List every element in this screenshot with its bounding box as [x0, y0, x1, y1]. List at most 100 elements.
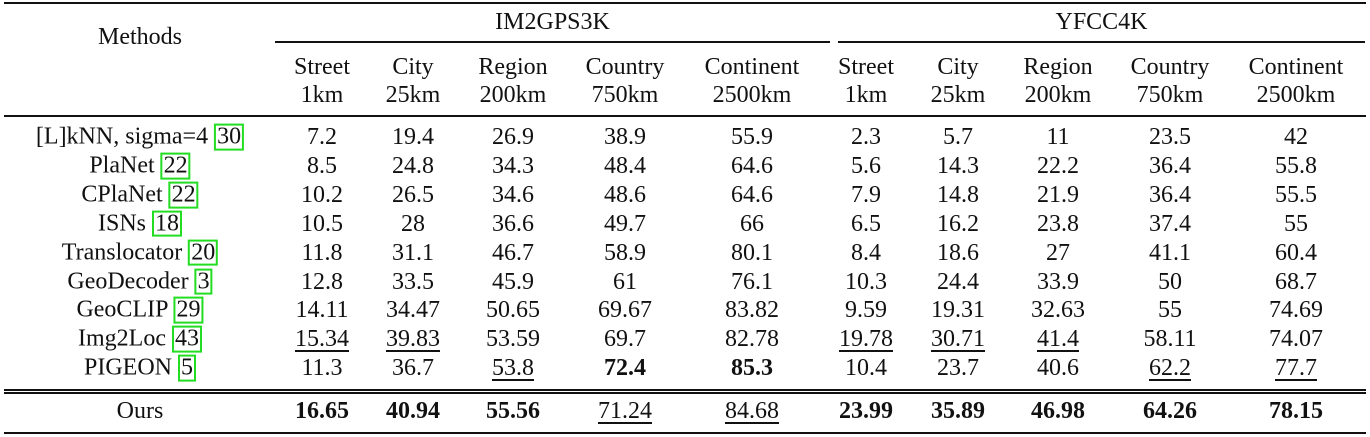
method-name: Translocator	[61, 239, 183, 266]
value-cell: 58.11	[1143, 326, 1197, 353]
value-cell: 77.7	[1275, 355, 1317, 382]
value-cell: 46.98	[1031, 398, 1085, 424]
value-cell: 9.59	[845, 297, 887, 324]
value-cell: 7.9	[851, 181, 881, 208]
method-name: PlaNet	[89, 152, 155, 179]
value-cell: 14.11	[295, 297, 349, 324]
method-name: [L]kNN, sigma=4	[35, 123, 209, 150]
method-name: ISNs	[97, 210, 147, 237]
value-cell: 80.1	[731, 239, 773, 266]
value-cell: 15.34	[295, 326, 349, 353]
value-cell: 55	[1284, 210, 1308, 237]
value-cell: 14.8	[937, 181, 979, 208]
value-cell: 55.5	[1275, 181, 1317, 208]
value-cell: 2.3	[851, 124, 881, 150]
value-cell: 46.7	[492, 239, 534, 266]
value-cell: 23.5	[1149, 124, 1191, 150]
method-name: GeoCLIP	[76, 296, 168, 323]
column-header: 750km	[591, 82, 659, 108]
value-cell: 24.4	[937, 268, 979, 295]
citation: 18	[152, 210, 183, 238]
value-cell: 45.9	[492, 268, 534, 295]
column-header: 1km	[300, 82, 344, 108]
column-header: Street	[294, 54, 350, 80]
method-cell: GeoCLIP 29	[76, 296, 204, 324]
value-cell: 64.26	[1143, 398, 1197, 424]
separator-rule	[4, 392, 1366, 394]
value-cell: 42	[1284, 124, 1308, 150]
value-cell: 36.7	[392, 355, 434, 382]
method-cell: Ours	[117, 399, 164, 423]
value-cell: 48.4	[604, 152, 646, 179]
value-cell: 48.6	[604, 181, 646, 208]
column-header: 2500km	[1256, 82, 1336, 108]
value-cell: 74.07	[1269, 326, 1323, 353]
citation: 43	[171, 325, 202, 353]
method-name: Img2Loc	[78, 325, 166, 352]
value-cell: 36.6	[492, 210, 534, 237]
column-header: City	[937, 54, 979, 80]
value-cell: 71.24	[598, 398, 652, 424]
value-cell: 55.9	[731, 124, 773, 150]
value-cell: 28	[401, 210, 425, 237]
value-cell: 50	[1158, 268, 1182, 295]
value-cell: 62.2	[1149, 355, 1191, 382]
method-cell: GeoDecoder 3	[67, 268, 213, 295]
value-cell: 23.99	[839, 398, 893, 424]
value-cell: 55	[1158, 297, 1182, 324]
value-cell: 76.1	[731, 268, 773, 295]
value-cell: 55.56	[486, 398, 540, 424]
value-cell: 69.67	[598, 297, 652, 324]
value-cell: 66	[740, 210, 764, 237]
group-header: YFCC4K	[1055, 9, 1148, 35]
column-header: 750km	[1136, 82, 1204, 108]
value-cell: 34.47	[386, 297, 440, 324]
value-cell: 37.4	[1149, 210, 1191, 237]
value-cell: 39.83	[386, 326, 440, 353]
citation: 5	[178, 354, 196, 382]
value-cell: 36.4	[1149, 181, 1191, 208]
method-cell: ISNs 18	[97, 210, 183, 238]
method-name: GeoDecoder	[67, 268, 189, 295]
value-cell: 83.82	[725, 297, 779, 324]
value-cell: 64.6	[731, 152, 773, 179]
value-cell: 23.8	[1037, 210, 1079, 237]
value-cell: 35.89	[931, 398, 985, 424]
group-rule	[838, 41, 1365, 43]
column-header: Country	[1130, 54, 1210, 80]
group-header: IM2GPS3K	[495, 9, 610, 35]
column-header: Continent	[1248, 54, 1344, 80]
value-cell: 53.59	[486, 326, 540, 353]
method-name: PIGEON	[84, 354, 172, 381]
value-cell: 74.69	[1269, 297, 1323, 324]
method-cell: Translocator 20	[61, 239, 219, 266]
value-cell: 19.31	[931, 297, 985, 324]
method-cell: Img2Loc 43	[78, 325, 202, 353]
citation: 22	[160, 152, 191, 180]
value-cell: 41.1	[1149, 239, 1191, 266]
column-header: 200km	[479, 82, 547, 108]
method-cell: CPlaNet 22	[81, 181, 199, 209]
value-cell: 23.7	[937, 355, 979, 382]
value-cell: 10.5	[301, 210, 343, 237]
column-header: 200km	[1024, 82, 1092, 108]
value-cell: 11	[1046, 124, 1070, 150]
value-cell: 31.1	[392, 239, 434, 266]
value-cell: 19.4	[392, 124, 434, 150]
value-cell: 12.8	[301, 268, 343, 295]
column-header: Street	[838, 54, 894, 80]
value-cell: 49.7	[604, 210, 646, 237]
value-cell: 27	[1046, 239, 1070, 266]
method-name: Ours	[116, 398, 164, 424]
column-header: Region	[478, 54, 548, 80]
value-cell: 26.5	[392, 181, 434, 208]
value-cell: 32.63	[1031, 297, 1085, 324]
value-cell: 10.2	[301, 181, 343, 208]
citation: 20	[188, 239, 219, 266]
value-cell: 33.5	[392, 268, 434, 295]
value-cell: 68.7	[1275, 268, 1317, 295]
value-cell: 6.5	[851, 210, 881, 237]
value-cell: 41.4	[1037, 326, 1079, 353]
separator-rule	[4, 389, 1366, 391]
value-cell: 55.8	[1275, 152, 1317, 179]
